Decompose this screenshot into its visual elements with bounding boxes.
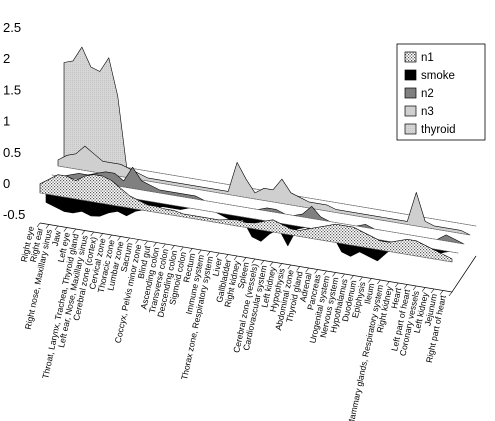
legend-label-smoke: smoke [421,70,455,82]
x-tick-mark [117,236,121,241]
x-tick-mark [332,272,336,277]
x-tick-mark [287,264,292,270]
y-tick-label: 0.5 [3,145,21,160]
x-tick-mark [63,227,68,232]
x-tick-mark [189,248,193,253]
legend-label-n2: n2 [421,88,434,100]
x-tick-mark [72,228,77,234]
x-tick-mark [81,230,86,235]
x-tick-mark [171,245,175,250]
legend-swatch-n2 [404,87,417,99]
x-tick-mark [126,237,130,243]
x-tick-mark [233,255,238,261]
x-tick-mark [260,260,265,265]
legend-label-thyroid: thyroid [421,124,456,136]
legend-label-n1: n1 [421,52,434,64]
x-tick-mark [448,291,453,297]
legend-swatch-thyroid [404,123,417,135]
x-tick-mark [90,231,94,237]
x-tick-mark [412,285,417,291]
x-tick-mark [350,275,354,280]
x-tick-mark [36,222,41,228]
chart-legend: n1 smoke n2 n3 thyroid [396,43,486,141]
x-tick-mark [377,279,381,285]
y-tick-label: 1.5 [3,82,21,97]
x-tick-mark [108,234,112,240]
x-tick-mark [135,239,139,244]
x-tick-mark [323,270,327,276]
chart-series-areas [39,46,477,263]
x-tick-mark [99,233,103,238]
legend-label-n3: n3 [421,106,434,118]
legend-swatch-n1 [404,51,417,63]
x-tick-mark [180,246,184,252]
x-tick-mark [305,267,309,273]
x-tick-mark [278,263,283,268]
x-tick-mark [430,288,435,294]
legend-swatch-smoke [404,69,417,81]
x-tick-mark [314,269,318,274]
x-tick-mark [45,224,50,229]
y-tick-label: 2 [3,51,10,66]
y-tick-label: -0.5 [3,207,25,222]
x-tick-mark [421,287,426,292]
x-tick-label: Ileum [362,282,376,305]
x-tick-mark [162,243,166,249]
x-tick-mark [395,282,399,288]
x-tick-mark [242,257,247,262]
chart-axes: 2.5 2 1.5 1 0.5 0 -0.5 [3,20,477,293]
x-tick-mark [359,276,363,282]
y-tick-label: 0 [3,176,10,191]
x-tick-mark [224,254,229,259]
legend-swatch-n3 [404,105,417,117]
x-tick-mark [215,252,220,258]
x-tick-mark [197,249,202,255]
y-tick-label: 2.5 [3,20,21,35]
x-tick-mark [368,278,372,283]
x-tick-mark [269,261,274,267]
x-tick-mark [296,266,300,271]
x-tick-label: Heart [389,286,403,309]
series-baseline-n1 [39,192,453,263]
x-tick-mark [341,273,345,279]
x-tick-label: Liver [210,257,224,277]
y-tick-label: 1 [3,114,10,129]
x-tick-mark [403,284,408,289]
x-tick-label: Jaw [50,229,63,247]
x-tick-mark [153,242,157,247]
x-tick-mark [439,290,444,295]
x-tick-mark [251,258,256,264]
x-tick-mark [144,240,148,246]
x-tick-mark [386,281,390,286]
x-tick-mark [206,251,211,256]
x-tick-mark [54,225,59,231]
series-baseline-n2 [51,174,465,245]
